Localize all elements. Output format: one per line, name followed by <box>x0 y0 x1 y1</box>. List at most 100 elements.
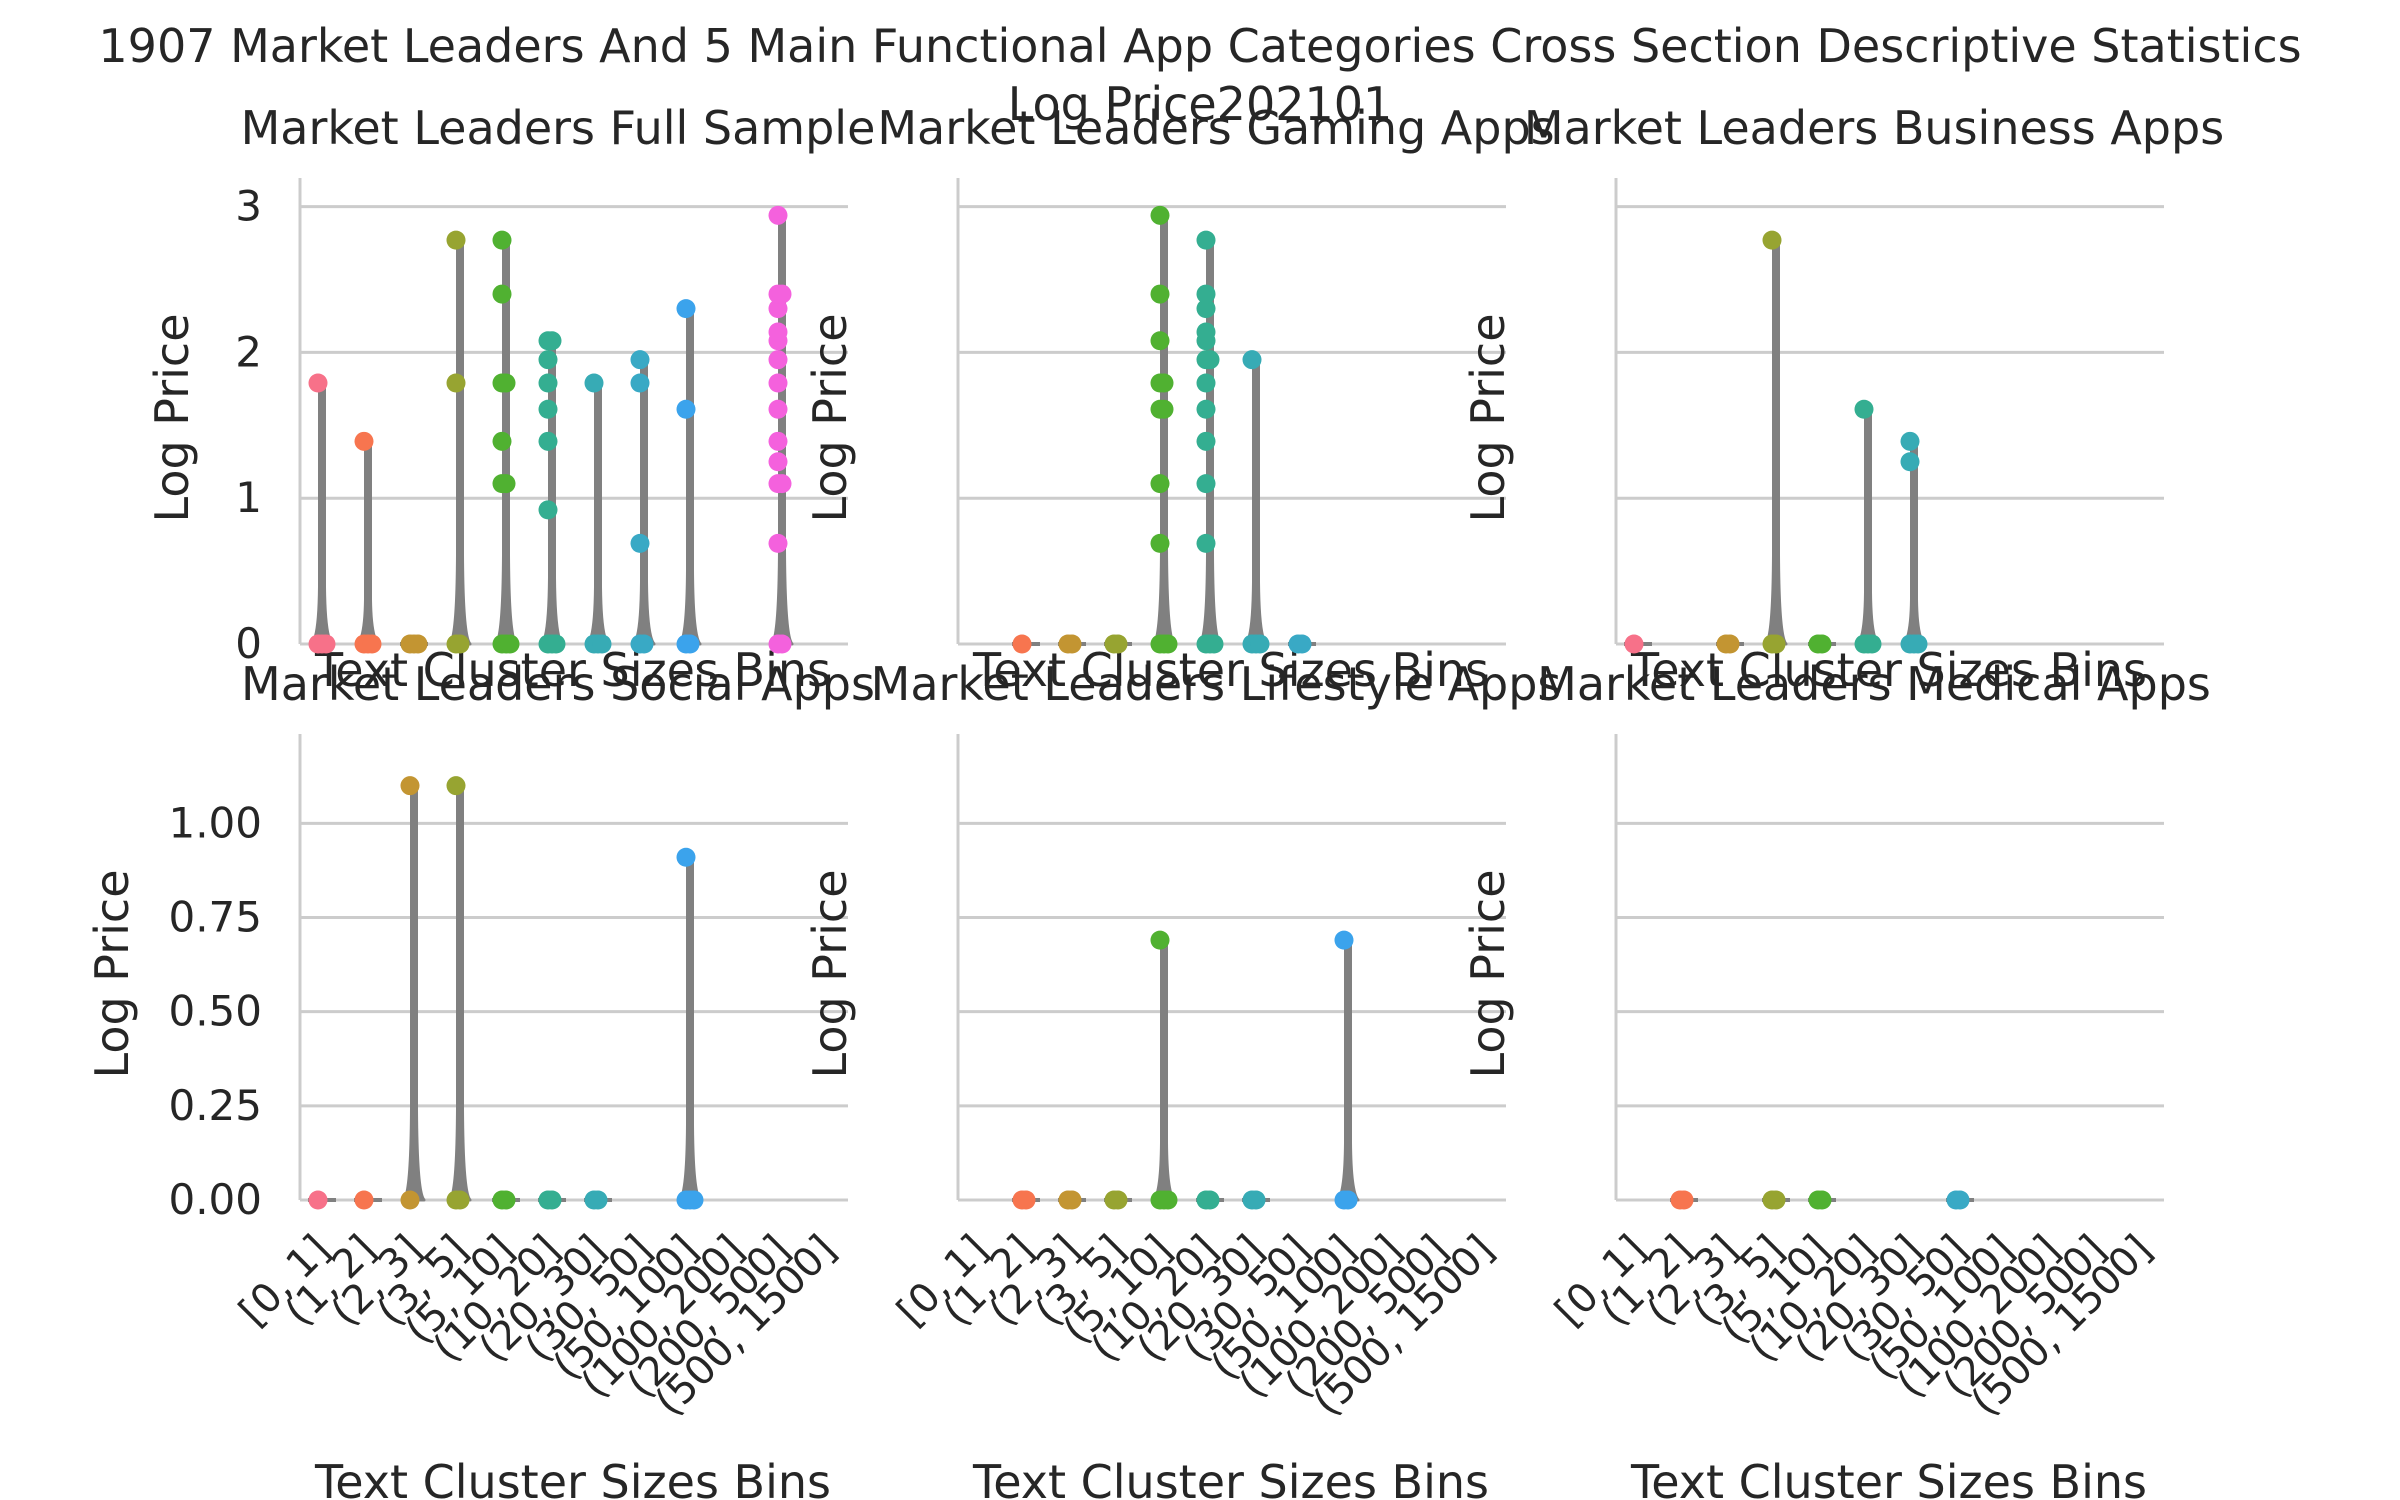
data-point <box>546 634 566 654</box>
violin-shape <box>678 855 702 1202</box>
violin-shape <box>448 238 472 646</box>
x-axis-label: Text Cluster Sizes Bins <box>314 643 831 697</box>
data-point <box>772 474 792 494</box>
x-axis-label: Text Cluster Sizes Bins <box>972 1455 1489 1500</box>
data-point <box>1150 474 1170 494</box>
data-point <box>1762 230 1782 250</box>
x-axis-label: Text Cluster Sizes Bins <box>972 643 1489 697</box>
data-point <box>492 230 512 250</box>
data-point <box>1016 1190 1036 1210</box>
data-point <box>592 634 612 654</box>
violin-shape <box>310 381 334 646</box>
violin-shape <box>402 784 426 1202</box>
data-point <box>1766 634 1786 654</box>
data-point <box>400 776 420 796</box>
data-point <box>1200 350 1220 370</box>
data-point <box>768 452 788 472</box>
violin-shape <box>586 381 610 646</box>
data-point <box>1150 284 1170 304</box>
y-tick-label: 0.25 <box>168 1081 262 1130</box>
data-point <box>500 634 520 654</box>
data-point <box>772 284 792 304</box>
data-point <box>354 1190 374 1210</box>
data-point <box>496 474 516 494</box>
data-point <box>768 373 788 393</box>
data-point <box>1900 431 1920 451</box>
data-point <box>588 1190 608 1210</box>
data-point <box>1012 634 1032 654</box>
data-point <box>446 373 466 393</box>
data-point <box>542 1190 562 1210</box>
data-point <box>542 331 562 351</box>
data-point <box>1196 533 1216 553</box>
data-point <box>1062 634 1082 654</box>
data-point <box>680 634 700 654</box>
violin-shape <box>448 784 472 1202</box>
panel-title: Market Leaders Social Apps <box>241 657 875 711</box>
violin-shape <box>1902 439 1926 646</box>
data-point <box>676 299 696 319</box>
data-point <box>1242 350 1262 370</box>
data-point <box>308 1190 328 1210</box>
data-point <box>1062 1190 1082 1210</box>
data-point <box>1674 1190 1694 1210</box>
violin-shape <box>1152 213 1176 646</box>
data-point <box>496 373 516 393</box>
data-point <box>1196 373 1216 393</box>
data-point <box>354 431 374 451</box>
data-point <box>1624 634 1644 654</box>
panel-business: Log Price Text Cluster Sizes Bins Market L… <box>1461 101 2224 697</box>
data-point <box>630 373 650 393</box>
data-point <box>496 1190 516 1210</box>
data-point <box>1196 474 1216 494</box>
y-tick-label: 0 <box>235 619 262 668</box>
panel-full: 0 1 2 3 Log Price Text Cluster Sizes Bins Mark… <box>145 101 875 697</box>
data-point <box>1334 930 1354 950</box>
data-point <box>1158 634 1178 654</box>
data-point <box>400 1190 420 1210</box>
data-point <box>1766 1190 1786 1210</box>
data-point <box>1338 1190 1358 1210</box>
figure-title-line2: Log Price202101 <box>1008 77 1393 131</box>
data-point <box>676 399 696 419</box>
panel-title: Market Leaders Gaming Apps <box>877 101 1554 155</box>
data-point <box>768 431 788 451</box>
data-point <box>446 230 466 250</box>
data-point <box>1720 634 1740 654</box>
data-point <box>1854 399 1874 419</box>
data-point <box>538 399 558 419</box>
data-point <box>684 1190 704 1210</box>
data-point <box>1900 452 1920 472</box>
data-point <box>1150 930 1170 950</box>
data-point <box>1196 322 1216 342</box>
data-point <box>1196 431 1216 451</box>
data-point <box>1196 299 1216 319</box>
violin-shape <box>1856 407 1880 646</box>
violin-shape <box>1244 358 1268 646</box>
violin-shape <box>1336 938 1360 1202</box>
y-tick-label: 0.75 <box>168 893 262 942</box>
x-axis-label: Text Cluster Sizes Bins <box>1630 643 2147 697</box>
data-point <box>768 299 788 319</box>
data-point <box>1154 373 1174 393</box>
panel-gaming: Log Price Text Cluster Sizes Bins Market L… <box>803 101 1555 697</box>
y-axis-label: Log Price <box>85 870 139 1079</box>
data-point <box>768 350 788 370</box>
data-point <box>584 373 604 393</box>
data-point <box>1196 399 1216 419</box>
y-tick-label: 3 <box>235 182 262 231</box>
data-point <box>1150 205 1170 225</box>
data-point <box>1150 331 1170 351</box>
data-point <box>1908 634 1928 654</box>
panel-title: Market Leaders Full Sample <box>241 101 876 155</box>
data-point <box>1200 1190 1220 1210</box>
y-axis-label: Log Price <box>145 314 199 523</box>
data-point <box>1196 284 1216 304</box>
data-point <box>1158 1190 1178 1210</box>
panel-title: Market Leaders Medical Apps <box>1537 657 2211 711</box>
data-point <box>538 350 558 370</box>
data-point <box>538 500 558 520</box>
data-point <box>1950 1190 1970 1210</box>
